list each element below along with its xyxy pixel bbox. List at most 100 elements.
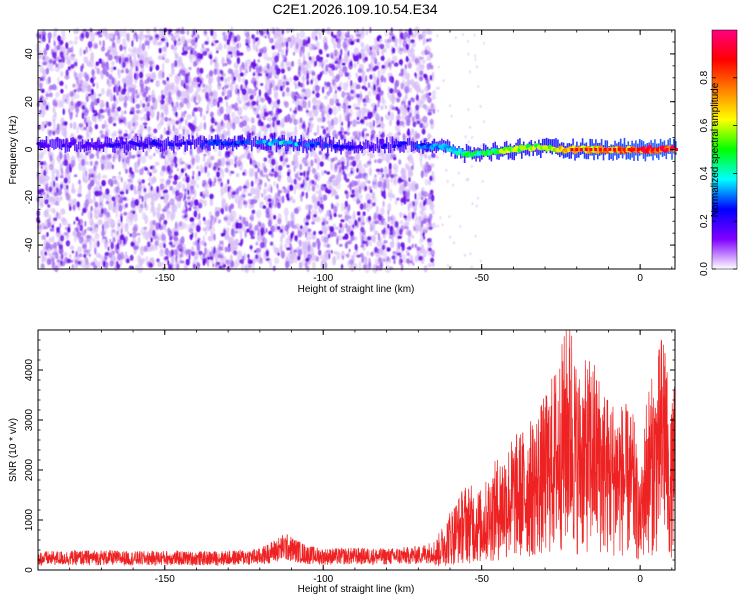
spectrogram-noise-haze — [417, 191, 422, 200]
spectrogram-noise-haze — [121, 77, 127, 84]
spectrogram-noise-blob — [369, 46, 372, 51]
spectrogram-noise-blob — [347, 50, 350, 57]
spectrogram-noise-blob — [156, 258, 160, 263]
spectrogram-noise-speck — [134, 245, 139, 250]
spectrogram-noise-speck — [393, 259, 396, 265]
spectrogram-noise-blob — [416, 120, 421, 125]
spectrogram-noise-speck — [293, 249, 298, 253]
spectrogram-noise-speck — [150, 105, 155, 110]
spectrogram-noise-haze — [318, 188, 322, 197]
spectrogram-noise-haze — [161, 261, 167, 266]
spectrogram-noise-blob — [362, 240, 367, 244]
spectrogram-noise-speck — [352, 123, 357, 127]
spectrogram-noise-speck — [125, 68, 129, 74]
spectrogram-noise-speck — [109, 260, 114, 267]
spectrogram-noise-speck — [127, 178, 132, 183]
spectrogram-noise-speck — [179, 253, 184, 258]
spectrogram-noise-speck — [262, 115, 266, 121]
spectrogram-noise-haze — [273, 32, 279, 39]
spectrogram-noise-speck — [348, 215, 352, 219]
spectrogram-noise-haze — [227, 128, 231, 138]
spectrogram-noise-speck — [87, 84, 92, 93]
spectrogram-noise-blob — [65, 184, 69, 190]
spectrogram-noise-speck — [346, 131, 350, 136]
spectrogram-noise-haze — [370, 237, 375, 242]
spectrogram-noise-blob — [173, 174, 179, 181]
spectrogram-noise-blob — [56, 187, 59, 194]
spectrogram-noise-haze — [408, 37, 411, 47]
spectrogram-noise-speck — [102, 67, 107, 75]
spectrogram-noise-haze — [209, 197, 214, 207]
spectrogram-noise-blob — [356, 167, 359, 173]
spectrogram-noise-speck — [219, 106, 224, 115]
spectrogram-noise-blob — [406, 130, 411, 136]
spectrogram-noise-blob — [280, 68, 285, 74]
spectrogram-noise-haze — [404, 72, 411, 80]
spectrogram-noise-speck — [276, 183, 279, 190]
spectrogram-noise-speck — [304, 162, 309, 167]
spectrogram-noise-haze — [157, 203, 162, 213]
spectrogram-noise-haze — [367, 240, 373, 247]
spectrogram-noise-blob — [393, 156, 397, 161]
spectrogram-noise-sparse — [480, 144, 482, 148]
spectrogram-noise-speck — [91, 68, 95, 76]
spectrogram-noise-speck — [295, 42, 299, 50]
spectrogram-noise-blob — [172, 180, 178, 185]
spectrogram-noise-blob — [334, 60, 339, 64]
spectrogram-noise-haze — [357, 101, 361, 107]
spectrogram-noise-speck — [429, 213, 433, 220]
spectrogram-noise-blob — [303, 96, 308, 100]
spectrogram-noise-speck — [328, 85, 333, 94]
spectrogram-noise-speck — [425, 50, 431, 55]
spectrogram-noise-speck — [377, 232, 381, 241]
spectrogram-noise-blob — [279, 228, 283, 233]
spectrogram-noise-speck — [254, 171, 258, 180]
spectrogram-noise-speck — [59, 223, 62, 229]
spectrogram-noise-blob — [113, 94, 116, 102]
spectrogram-noise-speck — [415, 183, 419, 190]
spectrogram-noise-haze — [191, 179, 197, 186]
spectrogram-noise-speck — [49, 154, 53, 163]
spectrogram-noise-blob — [173, 156, 178, 164]
spectrogram-noise-haze — [353, 47, 359, 56]
spectrogram-noise-speck — [287, 66, 291, 72]
spectrogram-noise-speck — [336, 162, 341, 166]
spectrogram-noise-speck — [55, 201, 60, 206]
spectrogram-noise-speck — [307, 100, 311, 109]
spectrogram-noise-speck — [145, 150, 149, 157]
spectrogram-noise-speck — [238, 185, 243, 192]
spectrogram-noise-sparse — [467, 52, 470, 56]
spectrogram-noise-speck — [343, 107, 347, 113]
spectrogram-noise-blob — [59, 80, 64, 86]
spectrogram-noise-blob — [350, 194, 355, 198]
spectrogram-noise-blob — [357, 75, 363, 83]
spectrogram-noise-speck — [160, 213, 165, 221]
spectrogram-noise-speck — [338, 166, 342, 172]
spectrogram-noise-speck — [284, 224, 289, 232]
spectrogram-noise-speck — [203, 30, 208, 35]
spectrogram-noise-speck — [156, 114, 159, 121]
spectrogram-noise-speck — [172, 124, 176, 132]
spectrogram-noise-speck — [415, 132, 420, 140]
spectrogram-noise-blob — [389, 75, 394, 83]
spectrogram-noise-speck — [48, 244, 54, 250]
spectrogram-noise-speck — [267, 219, 272, 227]
spectrogram-noise-haze — [193, 188, 197, 199]
spectrogram-noise-sparse — [469, 252, 472, 256]
spectrogram-noise-haze — [90, 32, 95, 43]
spectrogram-noise-haze — [374, 197, 377, 205]
spectrogram-noise-blob — [252, 100, 257, 106]
spectrogram-noise-speck — [223, 216, 228, 221]
spectrogram-noise-speck — [179, 260, 185, 264]
spectrogram-noise-blob — [156, 186, 160, 194]
spectrogram-noise-speck — [367, 161, 371, 165]
spectrogram-noise-blob — [199, 67, 204, 74]
spectrogram-noise-blob — [427, 111, 433, 116]
spectrogram-noise-haze — [287, 148, 292, 155]
spectrogram-noise-speck — [140, 86, 145, 93]
spectrogram-noise-speck — [425, 161, 429, 168]
spectrogram-noise-haze — [139, 246, 145, 251]
spectrogram-noise-haze — [127, 231, 130, 236]
spectrogram-noise-sparse — [446, 180, 449, 184]
spectrogram-noise-haze — [288, 77, 293, 83]
